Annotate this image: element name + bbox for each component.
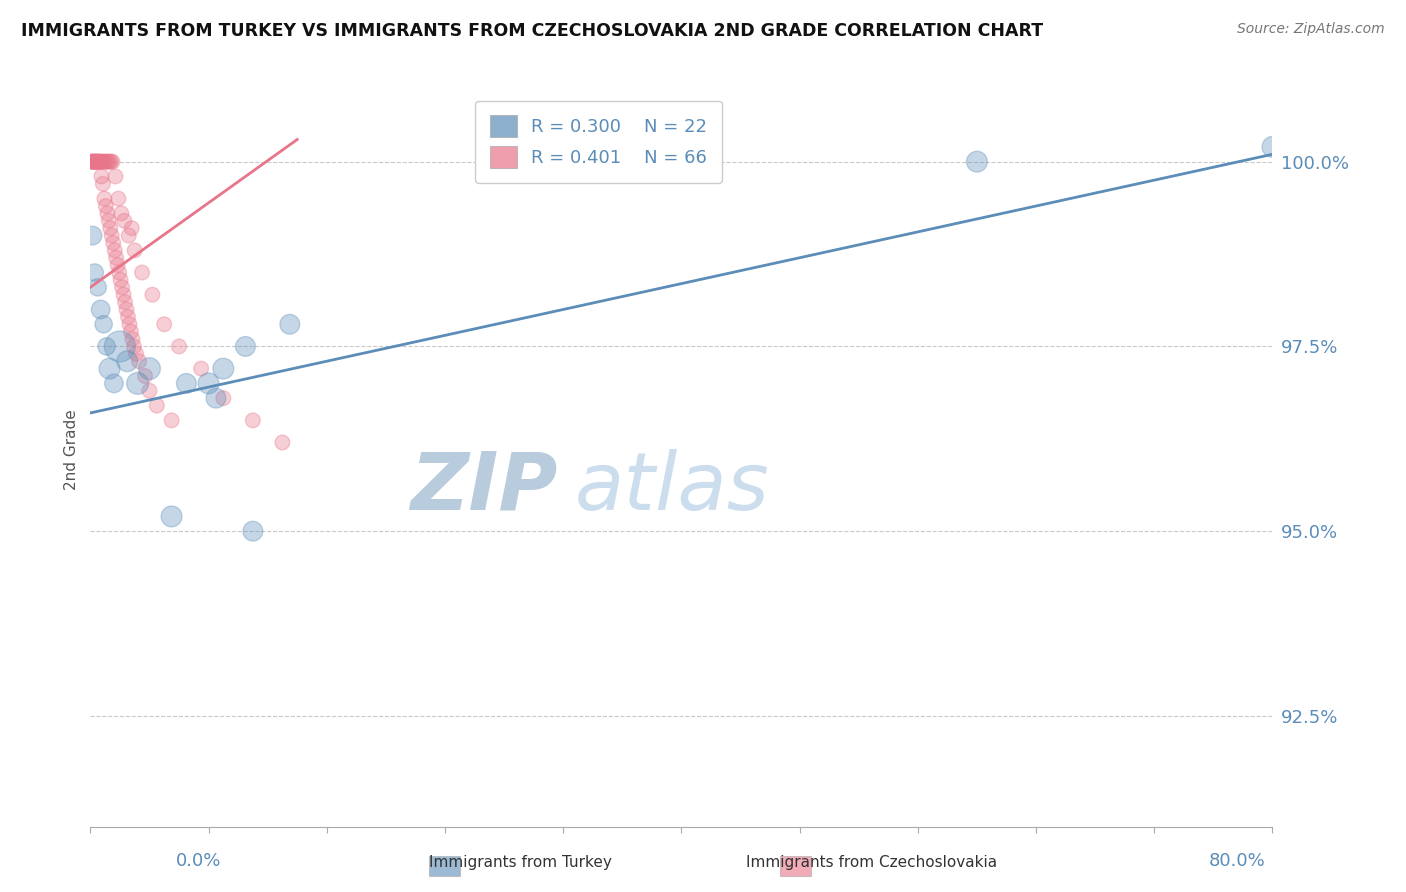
Point bbox=[80, 154, 103, 169]
Point bbox=[86, 280, 108, 294]
Point bbox=[160, 413, 183, 427]
Point bbox=[101, 154, 124, 169]
Point bbox=[104, 244, 127, 258]
Point bbox=[110, 206, 132, 220]
Point bbox=[167, 339, 190, 353]
Point bbox=[115, 302, 138, 317]
Point bbox=[87, 154, 110, 169]
Point bbox=[176, 376, 198, 391]
Point bbox=[118, 228, 141, 243]
Point bbox=[117, 354, 139, 368]
Point bbox=[105, 251, 128, 265]
Point bbox=[153, 318, 176, 332]
Point bbox=[117, 310, 139, 324]
Y-axis label: 2nd Grade: 2nd Grade bbox=[65, 409, 79, 491]
Point bbox=[271, 435, 294, 450]
Point bbox=[82, 154, 104, 169]
Text: IMMIGRANTS FROM TURKEY VS IMMIGRANTS FROM CZECHOSLOVAKIA 2ND GRADE CORRELATION C: IMMIGRANTS FROM TURKEY VS IMMIGRANTS FRO… bbox=[21, 22, 1043, 40]
Point bbox=[966, 154, 988, 169]
Point bbox=[89, 154, 111, 169]
Point bbox=[90, 154, 112, 169]
Point bbox=[205, 391, 228, 405]
Point bbox=[91, 177, 114, 191]
Point bbox=[90, 302, 112, 317]
Text: Immigrants from Turkey: Immigrants from Turkey bbox=[429, 855, 612, 870]
Point bbox=[86, 154, 108, 169]
Point bbox=[96, 206, 118, 220]
Point bbox=[93, 154, 115, 169]
Point bbox=[121, 332, 143, 346]
Point bbox=[103, 235, 125, 250]
Text: 80.0%: 80.0% bbox=[1209, 852, 1265, 870]
Legend: R = 0.300    N = 22, R = 0.401    N = 66: R = 0.300 N = 22, R = 0.401 N = 66 bbox=[475, 101, 721, 183]
Point bbox=[114, 295, 136, 310]
Point bbox=[83, 154, 105, 169]
Point bbox=[107, 192, 129, 206]
Point bbox=[94, 199, 117, 213]
Point bbox=[125, 347, 148, 361]
Point bbox=[134, 369, 156, 384]
Point bbox=[97, 154, 120, 169]
Point bbox=[98, 361, 121, 376]
Point bbox=[93, 192, 115, 206]
Point bbox=[141, 287, 163, 301]
Point bbox=[83, 266, 105, 280]
Point bbox=[100, 228, 122, 243]
Point bbox=[108, 266, 131, 280]
Point bbox=[124, 244, 146, 258]
Point bbox=[90, 169, 112, 184]
Text: Source: ZipAtlas.com: Source: ZipAtlas.com bbox=[1237, 22, 1385, 37]
Point bbox=[94, 154, 117, 169]
Point bbox=[212, 361, 235, 376]
Point bbox=[98, 154, 121, 169]
Point bbox=[83, 154, 105, 169]
Point bbox=[112, 287, 135, 301]
Point bbox=[112, 214, 135, 228]
Point bbox=[235, 339, 257, 353]
Point bbox=[96, 339, 118, 353]
Point bbox=[138, 384, 160, 398]
Point bbox=[131, 266, 153, 280]
Point bbox=[84, 154, 107, 169]
Point bbox=[128, 354, 150, 368]
Point bbox=[96, 154, 118, 169]
Point bbox=[98, 221, 121, 235]
Point bbox=[190, 361, 212, 376]
Point bbox=[278, 318, 301, 332]
Point bbox=[108, 339, 131, 353]
Point bbox=[110, 273, 132, 287]
Point bbox=[82, 228, 104, 243]
Point bbox=[97, 214, 120, 228]
Text: Immigrants from Czechoslovakia: Immigrants from Czechoslovakia bbox=[747, 855, 997, 870]
Text: ZIP: ZIP bbox=[411, 449, 557, 526]
Point bbox=[160, 509, 183, 524]
Text: 0.0%: 0.0% bbox=[176, 852, 221, 870]
Point bbox=[103, 376, 125, 391]
Point bbox=[82, 154, 104, 169]
Point bbox=[120, 325, 142, 339]
Point bbox=[118, 318, 141, 332]
Point bbox=[212, 391, 235, 405]
Point bbox=[100, 154, 122, 169]
Point bbox=[111, 280, 134, 294]
Point bbox=[91, 154, 114, 169]
Point bbox=[1261, 140, 1284, 154]
Point bbox=[242, 524, 264, 539]
Point bbox=[84, 154, 107, 169]
Point bbox=[86, 154, 108, 169]
Point bbox=[197, 376, 219, 391]
Point bbox=[138, 361, 160, 376]
Point bbox=[122, 339, 145, 353]
Point bbox=[107, 258, 129, 272]
Point bbox=[80, 154, 103, 169]
Point bbox=[127, 376, 149, 391]
Point bbox=[121, 221, 143, 235]
Point bbox=[242, 413, 264, 427]
Point bbox=[89, 154, 111, 169]
Point bbox=[93, 318, 115, 332]
Text: atlas: atlas bbox=[575, 449, 769, 526]
Point bbox=[104, 169, 127, 184]
Point bbox=[146, 399, 169, 413]
